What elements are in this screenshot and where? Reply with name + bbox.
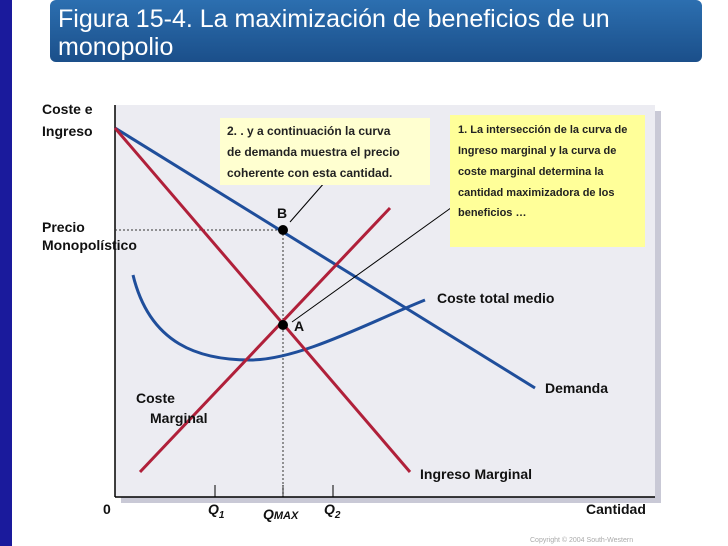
price-label: Precio [42,219,85,235]
title-box [50,0,702,62]
mc-curve [138,206,392,474]
title-line: Figura 15-4. La maximización de benefici… [58,5,610,33]
point-b [278,225,288,235]
note-text: coherente con esta cantidad. [227,166,392,180]
q-main: Q [263,506,274,522]
curve-label: Ingreso Marginal [420,466,532,482]
note-text: coste marginal determina la [458,166,604,178]
side-strip [0,0,12,546]
note-text: beneficios … [458,207,526,219]
note-box [450,115,645,247]
qmax-label: QMAX [263,506,299,522]
note-text: 2. . y a continuación la curva [227,124,391,138]
point-label: B [277,205,287,221]
q-sub: MAX [274,510,299,522]
note-text: 1. La intersección de la curva de [458,124,627,136]
y-axis-label: Coste e [42,101,93,117]
callout-line [289,181,326,223]
q2-label: Q2 [324,501,341,521]
point-label: A [294,318,304,334]
mr-curve [113,127,412,473]
q-sub: 1 [219,510,225,521]
title-line: monopolio [58,33,173,61]
note-box [220,118,430,185]
q-sub: 2 [334,510,341,521]
price-label: Monopolístico [42,237,137,253]
q1-label: Q1 [208,501,225,521]
note-text: cantidad maximizadora de los [458,187,615,199]
origin-label: 0 [103,501,111,517]
callout-line [291,204,456,323]
x-axis-label: Cantidad [586,501,646,517]
note-text: de demanda muestra el precio [227,145,400,159]
q-main: Q [324,501,335,517]
curve-label: Marginal [150,410,208,426]
copyright: Copyright © 2004 South-Western [530,536,633,544]
curve-label: Demanda [545,380,608,396]
curve-label: Coste total medio [437,290,554,306]
y-axis-label: Ingreso [42,123,93,139]
curve-label: Coste [136,390,175,406]
note-text: Ingreso marginal y la curva de [458,145,616,157]
atc-curve [131,274,426,362]
point-a [278,320,288,330]
demand-curve [114,126,536,390]
q-main: Q [208,501,219,517]
